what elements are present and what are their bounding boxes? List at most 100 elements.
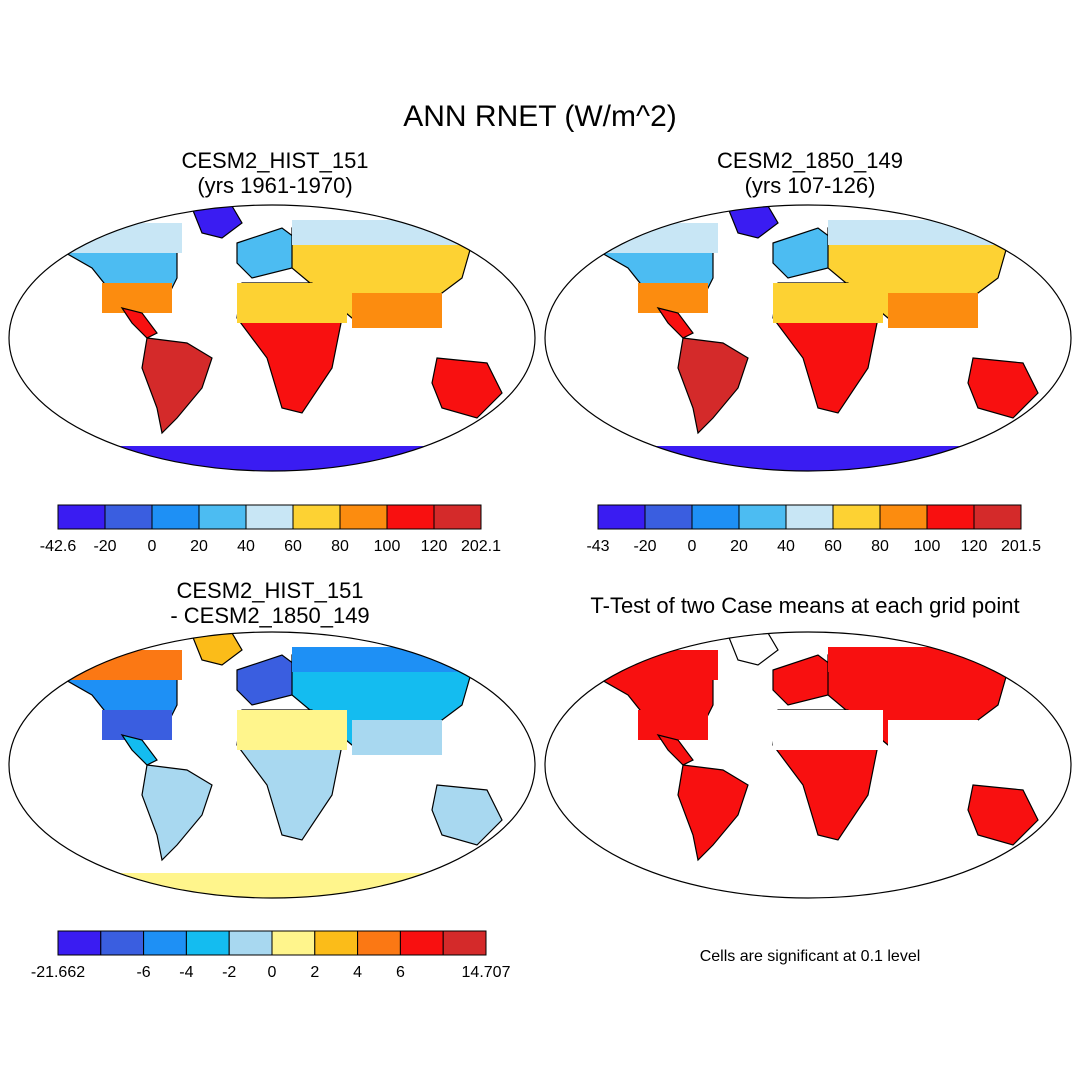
central-america xyxy=(120,307,158,339)
north-america-south xyxy=(102,283,172,313)
colorbar-panel1-tick-label: 120 xyxy=(421,538,448,555)
map-border-3 xyxy=(8,631,536,899)
colorbar-panel2-segment xyxy=(644,504,693,530)
colorbar-panel3-tick-label: 2 xyxy=(310,964,319,981)
north-america-south xyxy=(638,283,708,313)
colorbar-panel1-segment xyxy=(292,504,341,530)
colorbar-panel1-tick-label: 40 xyxy=(237,538,255,555)
colorbar-panel3-segment xyxy=(357,930,401,956)
colorbar-panel3-tick-label: 6 xyxy=(396,964,405,981)
colorbar-panel3-tick-label: 14.707 xyxy=(462,964,511,981)
colorbar-panel1-segment xyxy=(151,504,200,530)
colorbar-panel1-segment xyxy=(198,504,247,530)
colorbar-panel3-tick-label: 4 xyxy=(353,964,362,981)
greenland xyxy=(191,632,243,666)
colorbar-panel1-tick-label: 60 xyxy=(284,538,302,555)
colorbar-panel2-segment xyxy=(785,504,834,530)
australia xyxy=(967,784,1039,846)
colorbar-panel1-tick-label: 0 xyxy=(148,538,157,555)
colorbar-panel3-segment xyxy=(185,930,230,956)
colorbar-panel1-segment xyxy=(57,504,106,530)
colorbar-panel2-tick-label: 201.5 xyxy=(1001,538,1041,555)
asia-north xyxy=(828,647,1008,672)
panel3-title: CESM2_HIST_151 - CESM2_1850_149 xyxy=(10,578,530,628)
map-border-1 xyxy=(8,204,536,472)
map-land-3 xyxy=(56,632,503,898)
map-land-2 xyxy=(592,205,1039,471)
colorbar-panel2-tick-label: -20 xyxy=(633,538,656,555)
panel1-title-line2: (yrs 1961-1970) xyxy=(197,173,353,198)
colorbar-panel3-segment xyxy=(271,930,316,956)
significance-note: Cells are significant at 0.1 level xyxy=(699,948,921,965)
panel2-title: CESM2_1850_149 (yrs 107-126) xyxy=(550,148,1070,198)
map-land-1 xyxy=(56,205,503,471)
north-america-north xyxy=(598,650,718,680)
colorbar-panel3-tick-label: 0 xyxy=(268,964,277,981)
colorbar-panel1-tick-label: 20 xyxy=(190,538,208,555)
colorbar-panel3-tick-label: -6 xyxy=(136,964,150,981)
greenland xyxy=(727,632,779,666)
figure-title: ANN RNET (W/m^2) xyxy=(403,100,677,133)
asia-north xyxy=(292,647,472,672)
colorbar-panel1-tick-label: 100 xyxy=(374,538,401,555)
colorbar-panel2-tick-label: 40 xyxy=(777,538,795,555)
asia-north xyxy=(828,220,1008,245)
colorbar-panel3-segment xyxy=(314,930,359,956)
colorbar-panel2-tick-label: 0 xyxy=(688,538,697,555)
colorbar-panel1-tick-label: 202.1 xyxy=(461,538,501,555)
colorbar-panel2-segment xyxy=(597,504,646,530)
colorbar-panel3-tick-label: -21.662 xyxy=(31,964,85,981)
north-america-north xyxy=(62,650,182,680)
australia xyxy=(431,357,503,419)
map-panel-2 xyxy=(544,204,1072,472)
colorbar-panel1-tick-label: -42.6 xyxy=(40,538,77,555)
colorbar-panel3-tick-label: -4 xyxy=(179,964,193,981)
map-land-4 xyxy=(592,632,1039,898)
map-panel-4 xyxy=(544,631,1072,899)
colorbar-panel3-segment xyxy=(100,930,145,956)
africa-north xyxy=(773,710,883,750)
colorbar-panel2-segment xyxy=(832,504,881,530)
colorbar-panel1-tick-label: -20 xyxy=(93,538,116,555)
colorbar-panel2-segment xyxy=(926,504,975,530)
colorbar-panel1: -42.6 -20 0 20 40 60 80 100 120 202.1 xyxy=(40,504,501,555)
africa-north xyxy=(237,283,347,323)
asia-south xyxy=(888,293,978,328)
colorbar-panel1-segment xyxy=(386,504,435,530)
colorbar-panel3-segment xyxy=(228,930,273,956)
colorbar-panel1-tick-label: 80 xyxy=(331,538,349,555)
central-america xyxy=(656,307,694,339)
colorbar-panel3-segment xyxy=(57,930,102,956)
greenland xyxy=(191,205,243,239)
colorbar-panel2-segment xyxy=(738,504,787,530)
colorbar-panel2-tick-label: -43 xyxy=(586,538,609,555)
colorbar-panel1-segment xyxy=(245,504,294,530)
colorbar-panel3-segment xyxy=(442,930,487,956)
colorbar-panel3-segment xyxy=(399,930,444,956)
colorbar-panel2-tick-label: 100 xyxy=(914,538,941,555)
colorbar-panel1-segment xyxy=(339,504,388,530)
africa-north xyxy=(773,283,883,323)
australia xyxy=(431,784,503,846)
south-america xyxy=(141,764,213,862)
map-border-2 xyxy=(544,204,1072,472)
asia-south xyxy=(888,720,978,755)
panel1-title: CESM2_HIST_151 (yrs 1961-1970) xyxy=(15,148,535,198)
colorbar-panel2-tick-label: 60 xyxy=(824,538,842,555)
colorbar-panel3: -21.662 -6 -4 -2 0 2 4 6 14.707 xyxy=(31,930,511,981)
north-america-south xyxy=(102,710,172,740)
africa-north xyxy=(237,710,347,750)
panel2-title-line1: CESM2_1850_149 xyxy=(717,148,903,173)
map-panel-3 xyxy=(8,631,536,899)
australia xyxy=(967,357,1039,419)
south-america xyxy=(141,337,213,435)
panel2-title-line2: (yrs 107-126) xyxy=(744,173,876,198)
asia-south xyxy=(352,293,442,328)
colorbar-panel2-segment xyxy=(879,504,928,530)
colorbar-panel3-tick-label: -2 xyxy=(222,964,236,981)
colorbar-panel2-tick-label: 120 xyxy=(961,538,988,555)
south-america xyxy=(677,337,749,435)
central-america xyxy=(120,734,158,766)
asia-north xyxy=(292,220,472,245)
